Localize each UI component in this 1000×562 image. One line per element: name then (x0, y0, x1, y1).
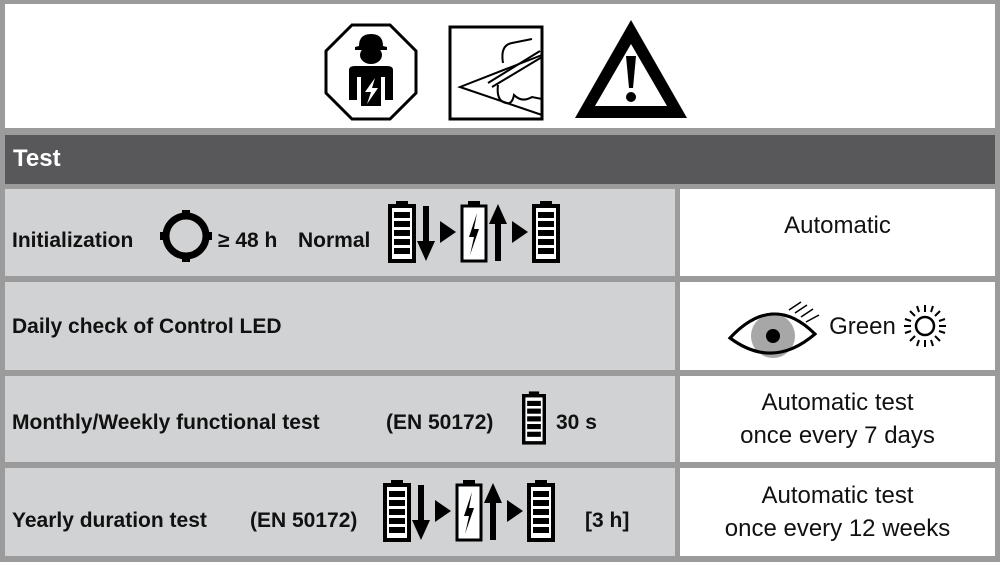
row-label: Initialization (12, 229, 134, 252)
battery-full-icon (388, 201, 416, 263)
arrow-up-icon (483, 480, 503, 542)
duration: ≥ 48 h (218, 229, 278, 252)
row-yearly-test-result: Automatic test once every 12 weeks (680, 468, 995, 556)
led-light-icon (903, 305, 946, 347)
row-yearly-test: Yearly duration test (EN 50172) [3 h] (5, 468, 675, 556)
arrow-up-icon (488, 201, 508, 263)
battery-full-icon (383, 480, 411, 542)
row-label: Daily check of Control LED (12, 315, 282, 338)
battery-cycle-icon (383, 480, 555, 544)
arrow-down-icon (416, 201, 436, 263)
section-header: Test (5, 135, 995, 184)
standard: (EN 50172) (386, 411, 494, 434)
qualified-electrician-icon (324, 23, 418, 121)
standard: (EN 50172) (250, 509, 358, 532)
result-line: Automatic test (761, 389, 914, 416)
warning-icon (575, 20, 687, 118)
read-instructions-icon (448, 25, 544, 121)
row-monthly-test: Monthly/Weekly functional test (EN 50172… (5, 376, 675, 462)
play-icon (436, 201, 460, 263)
battery-full-icon (522, 391, 546, 445)
duration: [3 h] (585, 509, 630, 532)
mains-power-icon (160, 210, 212, 262)
symbol-bar (5, 4, 995, 128)
row-daily-check-result: Green (680, 282, 995, 370)
play-icon (431, 480, 455, 542)
row-initialization: Initialization ≥ 48 h Normal (5, 189, 675, 276)
battery-charging-icon (455, 480, 483, 542)
eye-icon (727, 301, 820, 358)
arrow-down-icon (411, 480, 431, 542)
battery-full-icon (527, 480, 555, 542)
battery-full-icon (532, 201, 560, 263)
battery-cycle-icon (388, 201, 560, 265)
led-color: Green (829, 312, 896, 340)
row-daily-check: Daily check of Control LED (5, 282, 675, 370)
result-text: Automatic (784, 212, 891, 239)
play-icon (508, 201, 532, 263)
duration: 30 s (556, 411, 597, 434)
result-line: Automatic test (761, 482, 914, 509)
result-line: once every 7 days (740, 422, 935, 449)
play-icon (503, 480, 527, 542)
row-label: Yearly duration test (12, 509, 207, 532)
row-label: Monthly/Weekly functional test (12, 411, 320, 434)
mode: Normal (298, 229, 371, 252)
row-initialization-result: Automatic (680, 189, 995, 276)
battery-charging-icon (460, 201, 488, 263)
result-line: once every 12 weeks (724, 515, 951, 542)
row-monthly-test-result: Automatic test once every 7 days (680, 376, 995, 462)
section-title: Test (13, 145, 61, 172)
